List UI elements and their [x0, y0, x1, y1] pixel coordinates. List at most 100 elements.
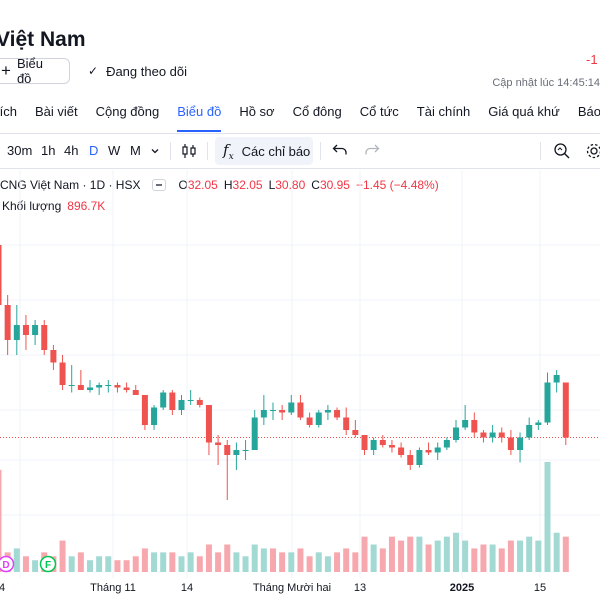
low-label: L	[268, 178, 276, 192]
x-tick: 15	[533, 582, 547, 594]
candle-body	[123, 387, 130, 390]
chart-toolbar: 30m 1h 4h D W M fx Các chỉ báo	[0, 133, 600, 169]
candle-body	[233, 450, 240, 455]
interval-4h[interactable]: 4h	[64, 143, 79, 158]
volume-bar	[187, 552, 194, 572]
volume-bar	[260, 548, 267, 572]
candle-body	[507, 437, 514, 450]
collapse-legend-icon[interactable]	[152, 179, 167, 191]
candle-body	[215, 442, 222, 445]
candle-body	[151, 407, 158, 425]
high-value: 32.05	[232, 178, 263, 192]
candle-body	[169, 392, 176, 410]
volume-bar	[160, 552, 167, 572]
volume-bar	[178, 556, 185, 572]
interval-1h[interactable]: 1h	[41, 143, 56, 158]
volume-bar	[507, 540, 514, 572]
volume-bar	[471, 548, 478, 572]
candle-body	[544, 382, 551, 423]
following-button[interactable]: ✓ Đang theo dõi	[80, 58, 196, 84]
chevron-down-icon[interactable]	[150, 144, 160, 159]
volume-bar	[196, 556, 203, 572]
symbol-label[interactable]: CNG Việt Nam · 1D · HSX	[0, 178, 141, 192]
candle-body	[288, 402, 295, 413]
tab-analysis[interactable]: tích	[0, 104, 17, 119]
volume-legend: Khối lượng 896.7K	[2, 199, 105, 213]
volume-bar	[398, 540, 405, 572]
change-value: −1.45 (−4.48%)	[355, 178, 439, 192]
candle-body	[187, 400, 194, 401]
candle-body	[361, 435, 368, 450]
tab-community[interactable]: Cộng đồng	[95, 104, 160, 119]
chart-button-label: Biểu đồ	[16, 56, 43, 86]
volume-bar	[526, 536, 533, 572]
checkmark-icon: ✓	[88, 64, 99, 78]
x-tick: Tháng 11	[90, 582, 136, 594]
volume-bar	[434, 540, 441, 572]
candle-body	[480, 432, 487, 438]
event-marker-label: F	[45, 560, 51, 571]
company-title: Việt Nam	[0, 28, 86, 51]
candle-body	[50, 350, 57, 363]
volume-bar	[59, 540, 66, 572]
volume-bar	[279, 552, 286, 572]
low-value: 30.80	[275, 178, 306, 192]
volume-bar	[288, 552, 295, 572]
candle-body	[407, 455, 414, 465]
volume-bar	[169, 552, 176, 572]
following-label: Đang theo dõi	[106, 63, 188, 79]
volume-bar	[123, 560, 130, 572]
volume-bar	[68, 556, 75, 572]
volume-bar	[562, 536, 569, 572]
candle-body	[498, 432, 505, 438]
tab-dividends[interactable]: Cổ tức	[359, 104, 399, 119]
candle-body	[178, 400, 185, 410]
volume-bar	[233, 552, 240, 572]
candle-body	[224, 445, 231, 455]
gear-icon[interactable]	[585, 142, 600, 163]
close-label: C	[311, 178, 320, 192]
candle-body	[279, 410, 286, 413]
volume-bar	[443, 536, 450, 572]
candle-body	[471, 420, 478, 433]
tab-financials[interactable]: Tài chính	[416, 104, 471, 119]
volume-bar	[96, 556, 103, 572]
candle-body	[535, 422, 542, 425]
interval-30m[interactable]: 30m	[7, 143, 33, 158]
candle-body	[526, 425, 533, 438]
tab-posts[interactable]: Bài viết	[34, 104, 78, 119]
tab-bar: tích Bài viết Cộng đồng Biểu đồ Hồ sơ Cổ…	[0, 104, 600, 132]
tab-profile[interactable]: Hồ sơ	[239, 104, 275, 119]
volume-bar	[361, 536, 368, 572]
candle-body	[343, 417, 350, 430]
candle-body	[141, 395, 148, 425]
time-axis: 4 Tháng 11 14 Tháng Mười hai 13 2025 15	[0, 578, 600, 600]
x-tick: Tháng Mười hai	[252, 582, 332, 594]
volume-bar	[480, 544, 487, 572]
candle-body	[68, 385, 75, 386]
interval-m[interactable]: M	[130, 143, 141, 158]
search-settings-icon[interactable]	[553, 142, 571, 163]
volume-bar	[114, 560, 121, 572]
volume-bar	[370, 544, 377, 572]
volume-bar	[270, 548, 276, 572]
volume-bar	[379, 548, 386, 572]
event-marker	[39, 555, 57, 573]
tab-chart[interactable]: Biểu đồ	[177, 104, 222, 132]
interval-d[interactable]: D	[89, 143, 99, 158]
undo-icon[interactable]	[332, 143, 348, 160]
redo-icon	[364, 143, 380, 160]
tab-price-history[interactable]: Giá quá khứ	[488, 104, 560, 119]
volume-bar	[297, 548, 304, 572]
candle-body	[105, 385, 112, 386]
tab-reports[interactable]: Báo các	[577, 104, 600, 119]
interval-w[interactable]: W	[108, 143, 121, 158]
candle-body	[132, 390, 139, 395]
chart-button[interactable]: + Biểu đồ	[0, 56, 70, 86]
volume-bar	[0, 469, 2, 572]
candle-type-icon[interactable]	[180, 142, 198, 163]
tab-shareholders[interactable]: Cổ đông	[292, 104, 342, 119]
plus-icon: +	[1, 61, 11, 80]
indicators-button[interactable]: fx Các chỉ báo	[215, 137, 313, 165]
